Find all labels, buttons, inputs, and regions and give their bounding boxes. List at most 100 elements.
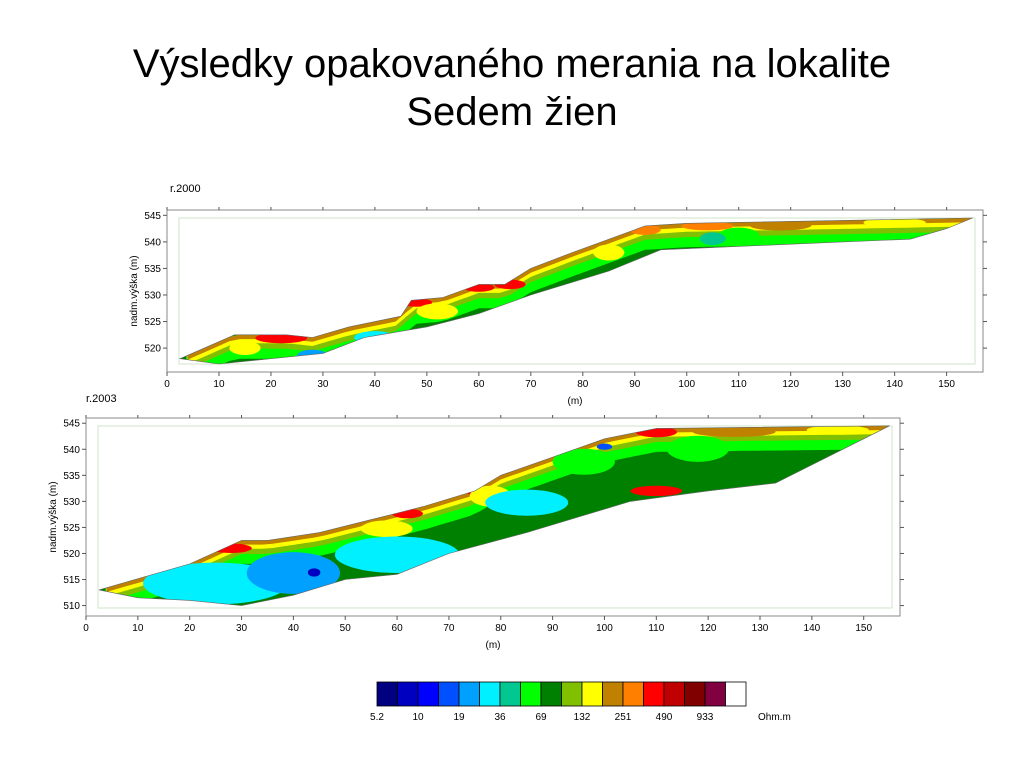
- x-tick-label-7: 70: [525, 379, 537, 390]
- x-tick-label-4: 40: [369, 379, 381, 390]
- y-tick-label-2: 530: [144, 290, 161, 301]
- legend-label-3: 36: [494, 712, 506, 723]
- legend-label-5: 132: [574, 712, 591, 723]
- anomaly-hot-5: [806, 425, 869, 435]
- anomaly-mid-2: [593, 244, 625, 261]
- legend-swatch-6: [499, 681, 521, 707]
- legend-swatch-3: [438, 681, 460, 707]
- legend-swatch-17: [725, 681, 747, 707]
- y-tick-label-0: 520: [144, 344, 161, 355]
- legend-swatch-15: [684, 681, 706, 707]
- x-tick-label-8: 80: [495, 623, 507, 634]
- x-tick-label-9: 90: [629, 379, 641, 390]
- y-tick-label-3: 525: [63, 523, 80, 534]
- x-tick-label-12: 120: [782, 379, 799, 390]
- profile-outline: [178, 217, 973, 365]
- chart-1: 0 10 20 30 40 50 60 70 80 90 100 110 120 130 140 150 510…: [48, 415, 904, 651]
- x-tick-label-2: 20: [265, 379, 277, 390]
- y-tick-label-5: 545: [144, 211, 161, 222]
- anomaly-hot-4: [692, 426, 776, 437]
- y-tick-label-0: 510: [63, 601, 80, 612]
- x-tick-label-13: 130: [752, 623, 769, 634]
- anomaly-hot-7: [863, 218, 926, 228]
- legend-swatch-2: [417, 681, 439, 707]
- band-yellow: [180, 218, 973, 364]
- x-tick-label-6: 60: [473, 379, 485, 390]
- profile-outline: [98, 425, 890, 606]
- legend-swatch-14: [663, 681, 685, 707]
- x-tick-label-8: 80: [577, 379, 589, 390]
- x-tick-label-2: 20: [184, 623, 196, 634]
- x-tick-label-5: 50: [421, 379, 433, 390]
- resistivity-section: [99, 425, 890, 606]
- slide-title-line2: Sedem žien: [406, 90, 618, 134]
- anomaly-mid-4: [666, 435, 729, 462]
- legend-swatch-1: [397, 681, 419, 707]
- legend-label-1: 10: [412, 712, 424, 723]
- x-tick-label-0: 0: [164, 379, 170, 390]
- legend-label-4: 69: [535, 712, 547, 723]
- anomaly-cold-1: [246, 552, 341, 594]
- anomaly-cold-4: [485, 489, 569, 516]
- x-tick-label-11: 110: [648, 623, 664, 634]
- panel-label-2000: r.2000: [170, 183, 201, 195]
- legend-label-0: 5.2: [370, 712, 384, 723]
- legend-swatch-8: [540, 681, 562, 707]
- y-tick-label-3: 535: [144, 264, 161, 275]
- anomaly-mid-0: [229, 341, 261, 356]
- legend-unit: Ohm.m: [758, 712, 791, 723]
- anomaly-mid-1: [416, 303, 459, 320]
- anomaly-cold-2: [699, 232, 726, 246]
- anomaly-hot-5: [681, 221, 734, 231]
- x-tick-label-1: 10: [132, 623, 144, 634]
- x-axis-label: (m): [568, 396, 583, 407]
- anomaly-hot-6: [749, 219, 812, 231]
- legend-swatch-13: [643, 681, 665, 707]
- x-tick-label-9: 90: [547, 623, 559, 634]
- band-green: [99, 425, 890, 606]
- x-tick-label-1: 10: [213, 379, 225, 390]
- x-tick-label-3: 30: [236, 623, 248, 634]
- inner-frame: [178, 217, 976, 365]
- x-tick-label-10: 100: [596, 623, 613, 634]
- legend-swatch-4: [458, 681, 480, 707]
- x-tick-label-15: 150: [855, 623, 872, 634]
- x-tick-label-7: 70: [443, 623, 455, 634]
- legend-swatch-5: [479, 681, 501, 707]
- legend-swatch-10: [581, 681, 603, 707]
- y-tick-label-5: 535: [63, 471, 80, 482]
- legend-swatch-7: [520, 681, 542, 707]
- y-tick-label-4: 530: [63, 497, 80, 508]
- y-axis-label: nadm.výška (m): [48, 481, 59, 552]
- y-tick-label-1: 515: [63, 575, 80, 586]
- y-tick-label-2: 520: [63, 549, 80, 560]
- anomaly-mid-3: [717, 227, 760, 244]
- x-tick-label-10: 100: [678, 379, 695, 390]
- x-tick-label-0: 0: [83, 623, 89, 634]
- chart-0: 0 10 20 30 40 50 60 70 80 90 100 110 120 130 140 150 520…: [129, 207, 987, 407]
- x-tick-label-4: 40: [288, 623, 300, 634]
- anomaly-cold-2: [307, 568, 321, 577]
- legend-swatch-16: [704, 681, 726, 707]
- y-tick-label-1: 525: [144, 317, 161, 328]
- slide-title-line1: Výsledky opakovaného merania na lokalite: [132, 42, 892, 86]
- legend-swatch-9: [561, 681, 583, 707]
- legend-swatch-11: [602, 681, 624, 707]
- x-tick-label-3: 30: [317, 379, 329, 390]
- x-axis-label: (m): [486, 640, 501, 651]
- x-tick-label-13: 130: [834, 379, 851, 390]
- x-tick-label-11: 110: [731, 379, 747, 390]
- x-tick-label-6: 60: [392, 623, 404, 634]
- inner-frame: [97, 425, 893, 609]
- legend-swatch-12: [622, 681, 644, 707]
- legend-label-7: 490: [656, 712, 673, 723]
- anomaly-base: [630, 485, 683, 497]
- x-tick-label-14: 140: [804, 623, 821, 634]
- anomaly-mid-1: [360, 520, 413, 538]
- legend-label-8: 933: [697, 712, 714, 723]
- anomaly-cold-5: [596, 443, 613, 450]
- anomaly-mid-3: [552, 448, 615, 475]
- y-tick-label-7: 545: [63, 419, 80, 430]
- legend-label-2: 19: [453, 712, 465, 723]
